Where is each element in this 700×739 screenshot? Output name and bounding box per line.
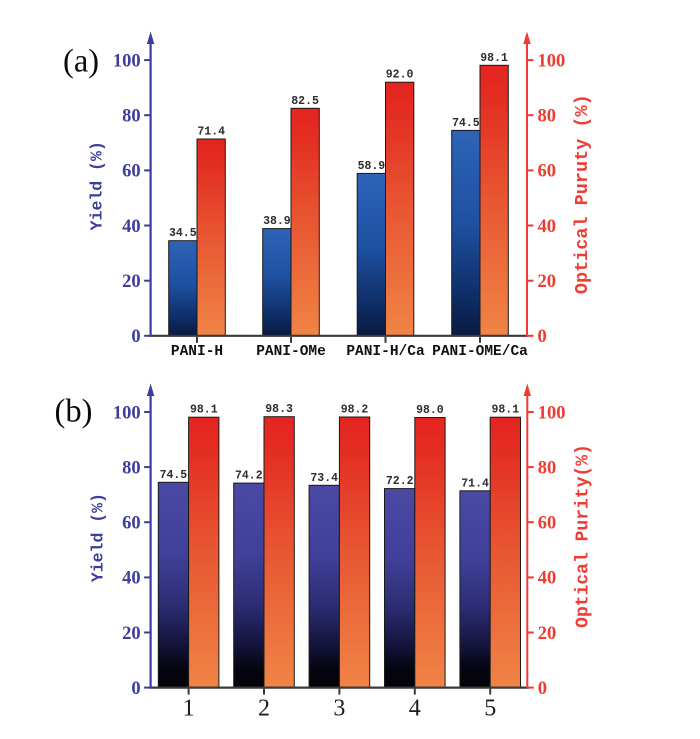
svg-text:60: 60 [538, 514, 557, 534]
svg-text:40: 40 [122, 217, 141, 237]
svg-text:98.1: 98.1 [491, 404, 519, 417]
svg-text:20: 20 [122, 624, 141, 644]
svg-text:80: 80 [122, 107, 141, 127]
svg-text:(b): (b) [55, 394, 93, 430]
svg-text:71.4: 71.4 [197, 126, 225, 139]
svg-text:PANI-H: PANI-H [171, 344, 223, 360]
svg-text:73.4: 73.4 [310, 472, 338, 485]
svg-text:4: 4 [409, 696, 421, 722]
svg-text:58.9: 58.9 [358, 160, 386, 173]
svg-text:100: 100 [538, 403, 566, 423]
svg-text:0: 0 [538, 327, 547, 347]
svg-text:34.5: 34.5 [169, 227, 197, 240]
svg-text:0: 0 [131, 327, 140, 347]
svg-text:71.4: 71.4 [461, 477, 489, 490]
svg-text:74.2: 74.2 [235, 470, 263, 483]
svg-text:40: 40 [538, 569, 557, 589]
svg-text:Yield (%): Yield (%) [89, 493, 108, 582]
svg-text:60: 60 [122, 162, 141, 182]
svg-text:3: 3 [333, 696, 345, 722]
svg-text:98.1: 98.1 [480, 52, 508, 65]
svg-text:20: 20 [538, 624, 557, 644]
svg-text:80: 80 [538, 107, 557, 127]
svg-text:98.1: 98.1 [190, 404, 218, 417]
svg-text:80: 80 [538, 458, 557, 478]
svg-text:20: 20 [538, 272, 557, 292]
svg-text:PANI-OME/Ca: PANI-OME/Ca [432, 344, 528, 360]
svg-text:0: 0 [538, 679, 547, 699]
svg-text:PANI-OMe: PANI-OMe [256, 344, 326, 360]
svg-text:100: 100 [113, 51, 141, 71]
svg-text:Optical Purity(%): Optical Purity(%) [574, 444, 594, 628]
svg-text:38.9: 38.9 [263, 215, 291, 228]
svg-text:100: 100 [538, 51, 566, 71]
svg-text:82.5: 82.5 [291, 95, 319, 108]
svg-text:92.0: 92.0 [386, 69, 414, 82]
svg-text:74.5: 74.5 [160, 469, 188, 482]
svg-text:2: 2 [258, 696, 270, 722]
svg-text:98.0: 98.0 [416, 404, 444, 417]
svg-text:40: 40 [122, 569, 141, 589]
svg-text:0: 0 [131, 679, 140, 699]
svg-text:1: 1 [183, 696, 195, 722]
svg-text:98.2: 98.2 [341, 404, 369, 417]
svg-text:60: 60 [122, 514, 141, 534]
svg-text:98.3: 98.3 [265, 403, 293, 416]
svg-text:5: 5 [484, 696, 496, 722]
svg-text:80: 80 [122, 458, 141, 478]
svg-text:60: 60 [538, 162, 557, 182]
svg-text:20: 20 [122, 272, 141, 292]
svg-text:72.2: 72.2 [386, 475, 414, 488]
svg-text:40: 40 [538, 217, 557, 237]
svg-text:Optical Puruty (%): Optical Puruty (%) [572, 94, 593, 294]
svg-text:(a): (a) [63, 44, 99, 80]
svg-text:74.5: 74.5 [452, 117, 480, 130]
svg-text:100: 100 [113, 403, 141, 423]
svg-text:Yield (%): Yield (%) [88, 141, 107, 230]
svg-text:PANI-H/Ca: PANI-H/Ca [346, 344, 425, 360]
